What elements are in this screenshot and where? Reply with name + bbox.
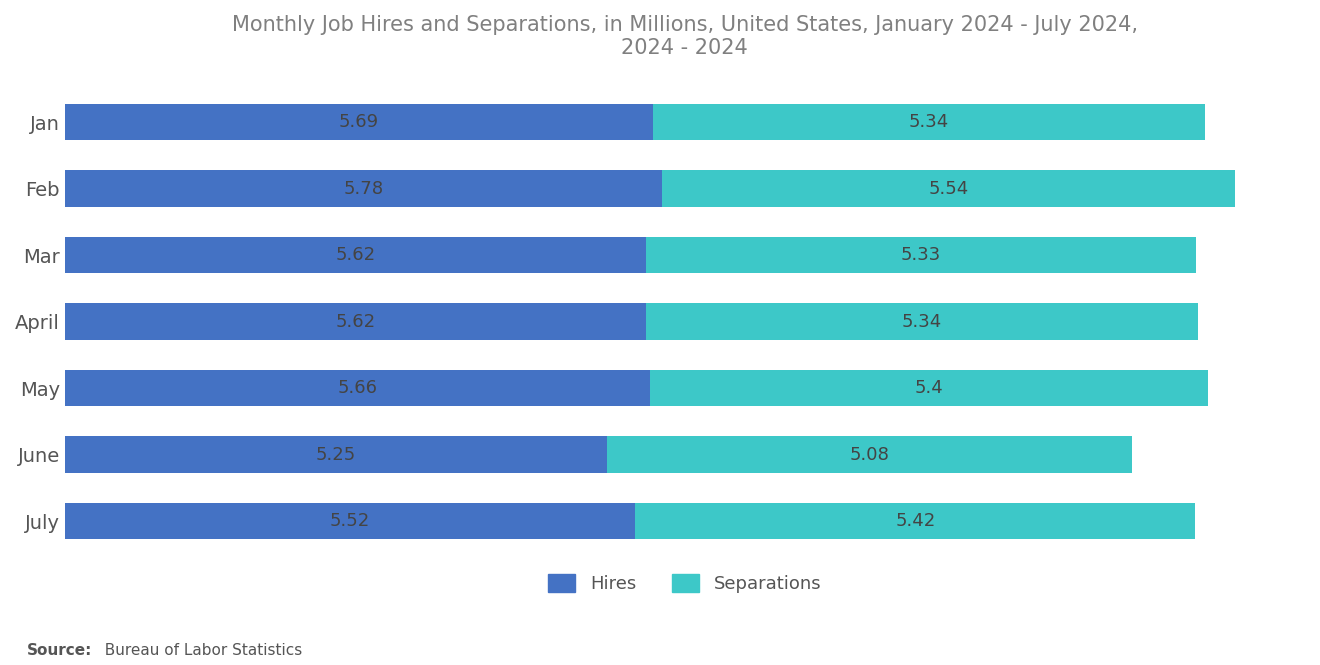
Text: 5.66: 5.66 <box>337 379 378 397</box>
Bar <box>65 436 607 473</box>
Bar <box>645 237 1196 273</box>
Text: 5.69: 5.69 <box>339 113 379 131</box>
Bar <box>65 237 645 273</box>
Title: Monthly Job Hires and Separations, in Millions, United States, January 2024 - Ju: Monthly Job Hires and Separations, in Mi… <box>232 15 1138 59</box>
Text: 5.62: 5.62 <box>335 313 375 331</box>
Bar <box>65 503 635 539</box>
Bar <box>653 104 1205 140</box>
Text: 5.08: 5.08 <box>850 446 890 464</box>
Text: 5.54: 5.54 <box>928 180 969 198</box>
Text: 5.52: 5.52 <box>330 512 370 530</box>
Bar <box>635 503 1196 539</box>
Text: 5.78: 5.78 <box>343 180 384 198</box>
Text: 5.34: 5.34 <box>902 313 941 331</box>
Text: 5.4: 5.4 <box>915 379 944 397</box>
Bar <box>65 104 653 140</box>
Bar <box>65 303 645 340</box>
Bar <box>645 303 1197 340</box>
Legend: Hires, Separations: Hires, Separations <box>541 567 829 600</box>
Text: 5.62: 5.62 <box>335 246 375 264</box>
Bar <box>65 370 649 406</box>
Text: 5.33: 5.33 <box>902 246 941 264</box>
Text: 5.25: 5.25 <box>315 446 356 464</box>
Text: Source:: Source: <box>26 643 92 658</box>
Bar <box>663 170 1234 207</box>
Bar <box>649 370 1208 406</box>
Text: 5.34: 5.34 <box>908 113 949 131</box>
Text: 5.42: 5.42 <box>895 512 936 530</box>
Bar <box>65 170 663 207</box>
Bar <box>607 436 1133 473</box>
Text: Bureau of Labor Statistics: Bureau of Labor Statistics <box>95 643 302 658</box>
